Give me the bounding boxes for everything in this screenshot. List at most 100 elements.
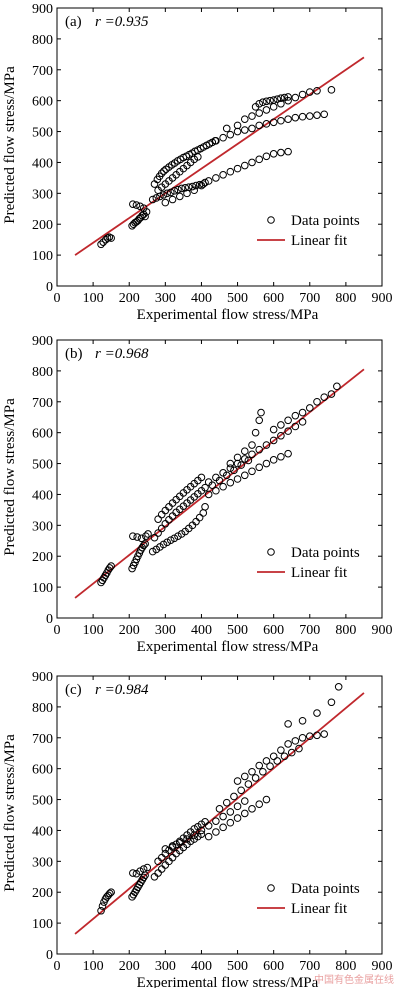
data-point	[168, 853, 177, 862]
data-point	[269, 118, 278, 127]
y-tick-label: 800	[32, 33, 53, 48]
data-point	[166, 188, 175, 197]
data-point	[204, 177, 213, 185]
data-point	[313, 731, 321, 740]
data-point	[188, 182, 197, 191]
y-tick-label: 100	[32, 917, 53, 932]
data-point	[240, 772, 249, 781]
y-tick-label: 500	[32, 458, 53, 473]
data-point	[201, 483, 209, 492]
x-tick-label: 600	[263, 623, 284, 638]
data-point	[157, 169, 166, 178]
data-point	[298, 90, 307, 99]
data-point	[150, 872, 159, 881]
plot-frame	[56, 339, 383, 619]
x-tick-label: 300	[155, 623, 176, 638]
data-point	[161, 506, 170, 515]
data-point	[154, 869, 162, 877]
data-point	[291, 422, 300, 431]
data-point	[255, 416, 264, 425]
data-point	[194, 153, 202, 161]
data-point	[230, 792, 238, 801]
y-tick-label: 900	[32, 670, 53, 685]
data-point	[255, 445, 264, 454]
data-point	[269, 436, 278, 445]
data-point	[248, 112, 256, 120]
data-point	[168, 842, 177, 850]
y-tick-label: 300	[32, 187, 53, 202]
y-tick-label: 0	[46, 948, 53, 963]
data-point	[161, 198, 170, 207]
data-point	[259, 767, 267, 776]
data-point	[165, 515, 173, 524]
data-point	[222, 124, 231, 133]
data-point	[248, 450, 256, 459]
data-point	[284, 416, 292, 425]
data-point	[291, 93, 300, 102]
data-point	[320, 393, 329, 401]
data-point	[248, 467, 256, 476]
x-axis-title: Experimental flow stress/MPa	[137, 639, 319, 655]
y-tick-label: 400	[32, 824, 53, 839]
x-tick-label: 700	[299, 291, 320, 306]
chart-panel-c: 0 100 200 300 400 500 600 700 800 900 0 100 200 300 40…	[2, 670, 393, 991]
data-point	[333, 382, 341, 391]
legend-label-data-points: Data points	[291, 881, 360, 897]
legend-marker-data-points	[267, 548, 275, 556]
data-point	[277, 99, 285, 108]
data-point	[334, 683, 343, 691]
x-tick-label: 900	[372, 623, 393, 638]
data-point	[165, 857, 173, 866]
x-tick-label: 400	[191, 959, 212, 974]
data-point	[251, 774, 260, 782]
x-tick-label: 200	[119, 959, 140, 974]
data-point	[262, 97, 271, 106]
data-point	[280, 752, 289, 761]
data-point	[248, 158, 256, 167]
x-tick-label: 800	[335, 959, 356, 974]
data-point	[142, 208, 151, 216]
data-point	[230, 466, 238, 475]
data-point	[233, 127, 242, 136]
panel-label: (a)	[65, 14, 82, 30]
data-point	[233, 777, 242, 785]
x-axis-title: Experimental flow stress/MPa	[137, 975, 319, 988]
data-point	[219, 812, 227, 821]
data-point	[257, 408, 265, 417]
x-tick-label: 300	[155, 959, 176, 974]
data-point	[244, 456, 253, 465]
data-point	[240, 471, 249, 480]
x-tick-label: 800	[335, 623, 356, 638]
data-point	[219, 133, 227, 142]
data-point	[295, 744, 303, 753]
data-point	[212, 817, 220, 825]
y-tick-label: 200	[32, 550, 53, 565]
data-point	[199, 509, 208, 517]
x-tick-label: 100	[83, 291, 104, 306]
panel-label: (b)	[65, 346, 83, 362]
legend-marker-data-points	[267, 216, 275, 224]
data-point	[233, 164, 242, 173]
data-point	[98, 902, 107, 910]
data-point	[320, 110, 329, 119]
y-tick-label: 100	[32, 249, 53, 264]
data-point	[226, 130, 235, 139]
y-tick-label: 100	[32, 581, 53, 596]
y-tick-label: 400	[32, 488, 53, 503]
legend-label-data-points: Data points	[291, 213, 360, 229]
x-tick-label: 0	[54, 291, 61, 306]
data-point	[107, 234, 115, 242]
data-point	[197, 826, 206, 835]
data-point	[175, 839, 184, 847]
data-point	[269, 456, 278, 464]
x-tick-label: 100	[83, 959, 104, 974]
plot-frame	[56, 7, 383, 287]
data-point	[219, 171, 227, 179]
data-point	[159, 191, 168, 199]
data-point	[148, 195, 157, 204]
data-point	[291, 113, 300, 122]
data-point	[157, 853, 166, 862]
data-point	[208, 481, 217, 489]
x-tick-label: 500	[227, 291, 248, 306]
